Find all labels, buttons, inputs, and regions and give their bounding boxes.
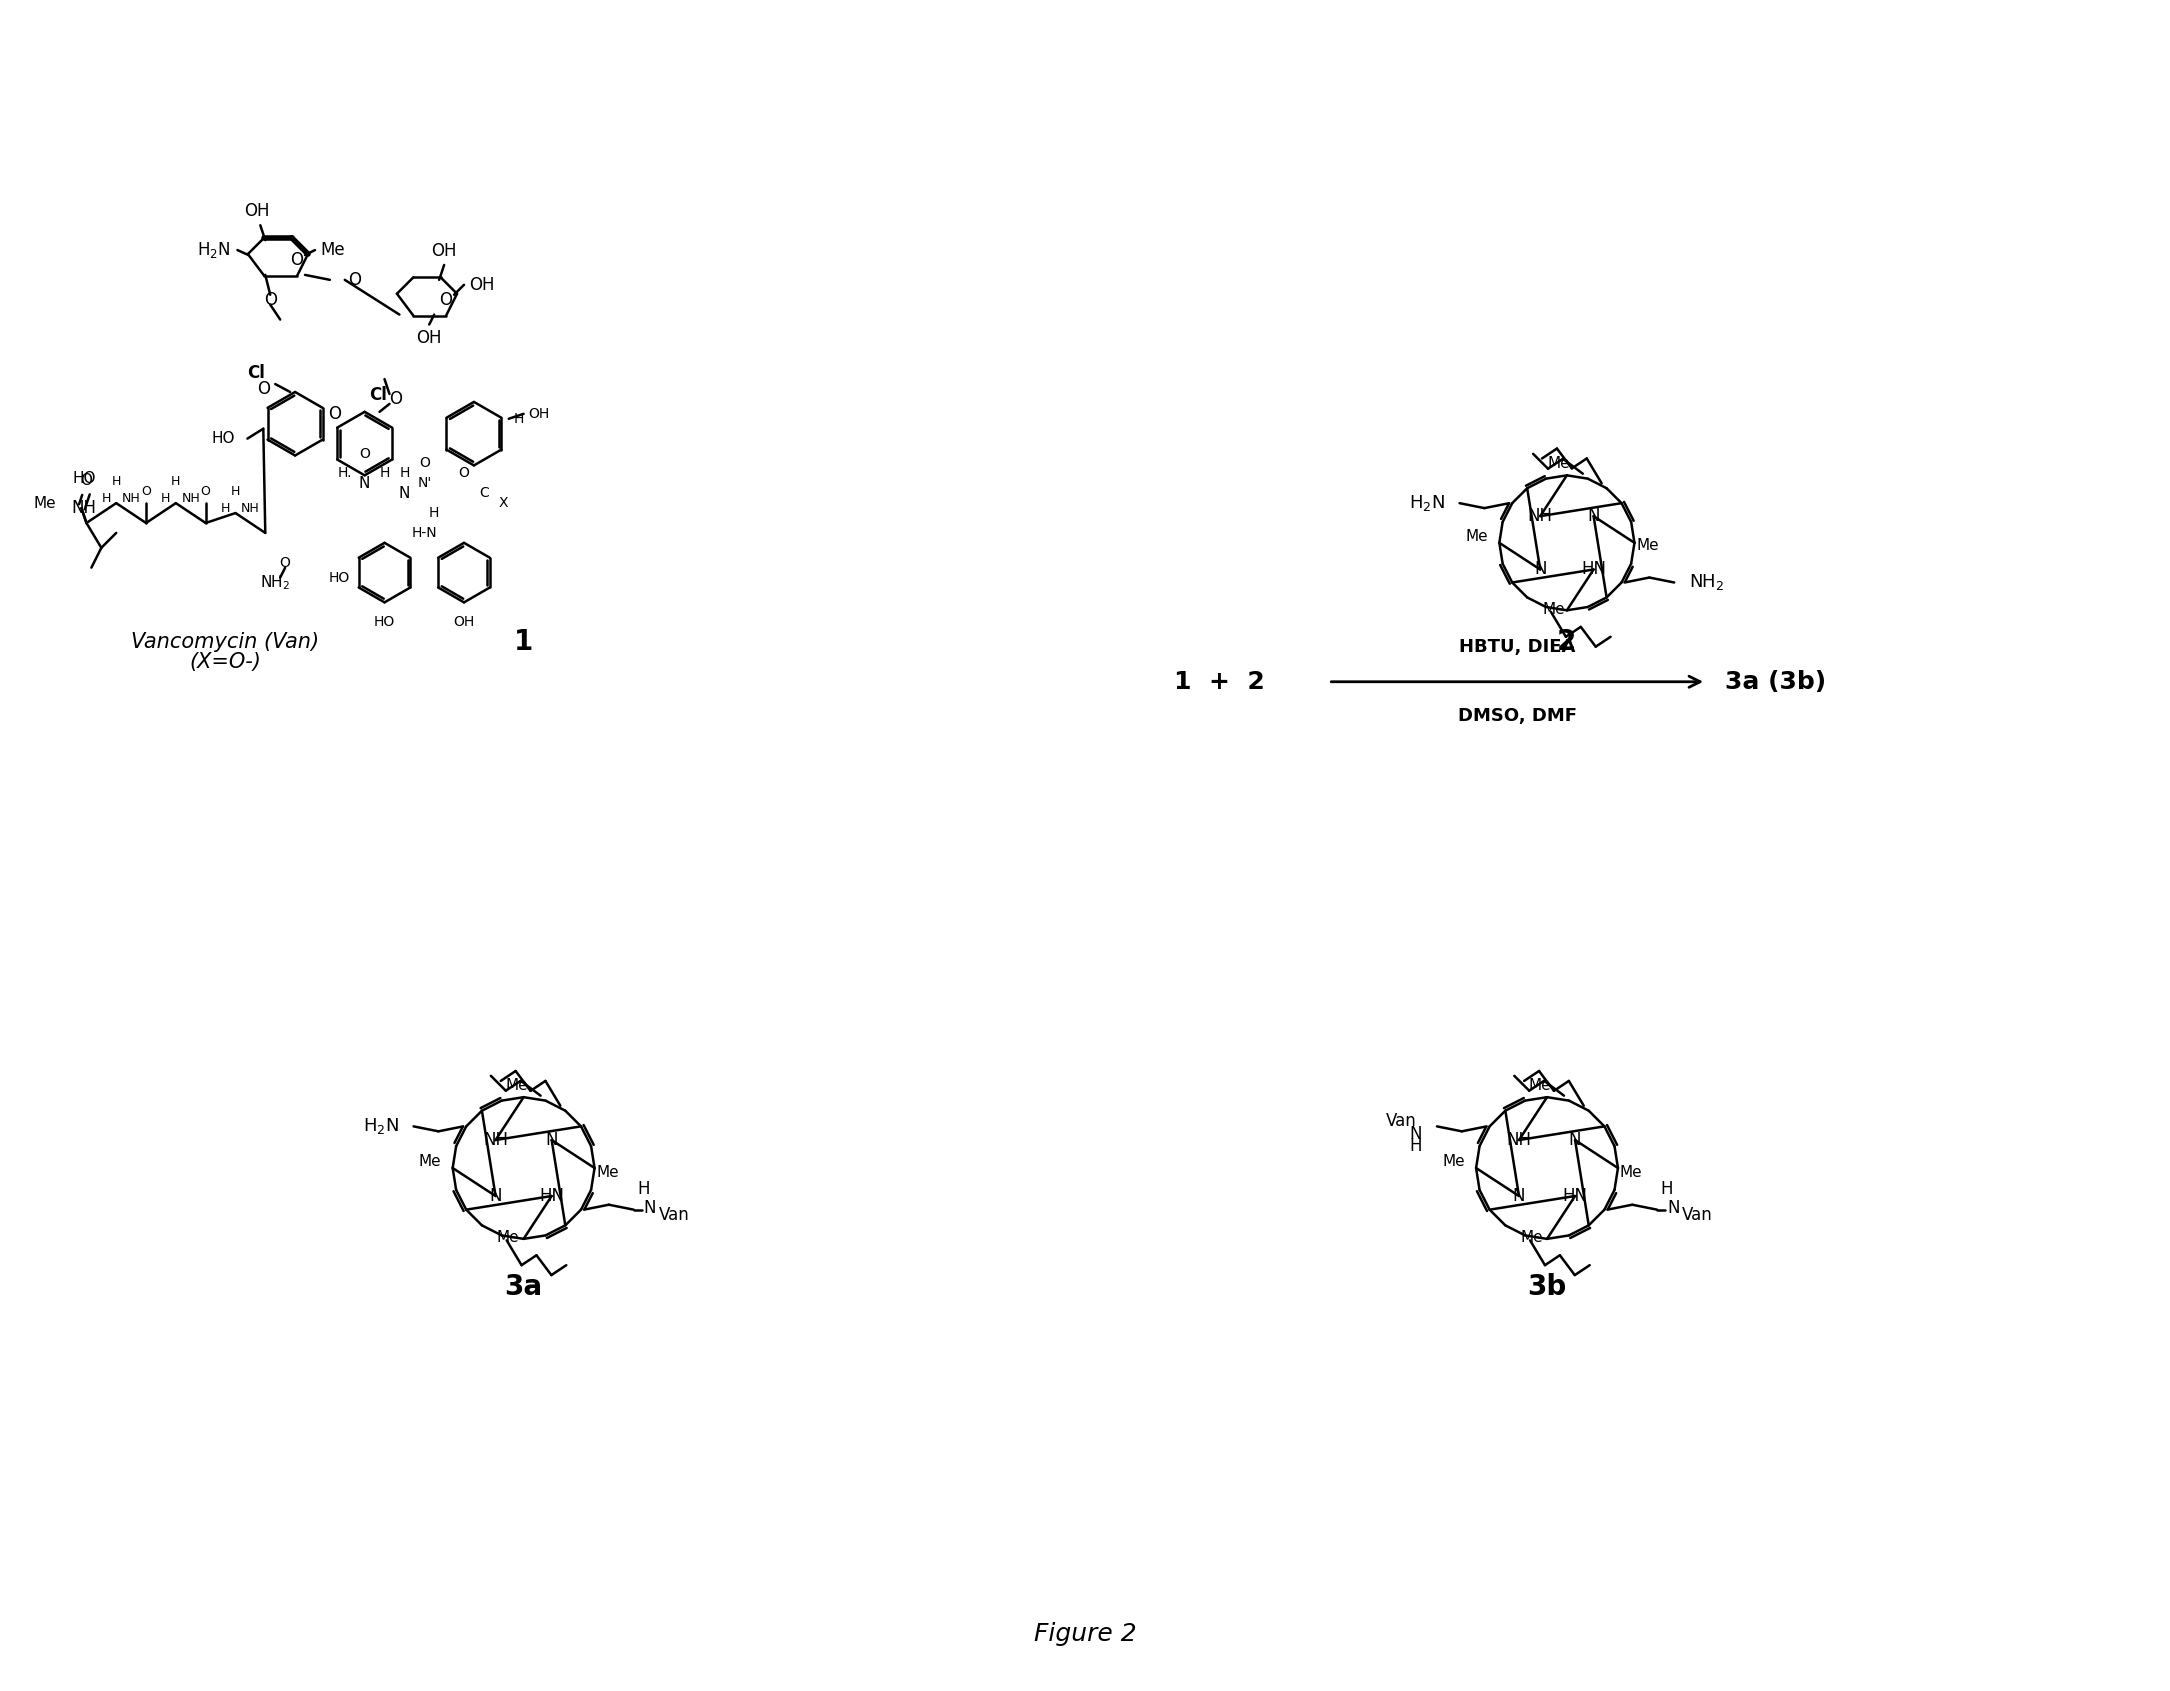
Text: O: O: [202, 485, 210, 499]
Text: H: H: [430, 506, 438, 521]
Text: X: X: [499, 495, 508, 511]
Text: HO: HO: [328, 570, 349, 585]
Text: Cl: Cl: [247, 364, 265, 382]
Text: NH: NH: [72, 499, 95, 517]
Text: NH: NH: [1506, 1131, 1532, 1148]
Text: Me: Me: [1619, 1165, 1643, 1180]
Text: HN: HN: [538, 1187, 564, 1206]
Text: N: N: [545, 1131, 558, 1148]
Text: NH: NH: [484, 1131, 508, 1148]
Text: N': N': [417, 477, 432, 490]
Text: 3a: 3a: [506, 1273, 542, 1300]
Text: N: N: [488, 1187, 501, 1206]
Text: HO: HO: [213, 431, 237, 446]
Text: O: O: [441, 291, 454, 309]
Text: H$_2$N: H$_2$N: [197, 240, 230, 260]
Text: N: N: [1569, 1131, 1582, 1148]
Text: O: O: [360, 446, 371, 460]
Text: N: N: [1534, 560, 1547, 578]
Text: Me: Me: [35, 495, 56, 511]
Text: O: O: [280, 556, 291, 570]
Text: NH$_2$: NH$_2$: [1688, 573, 1725, 592]
Text: N: N: [1512, 1187, 1526, 1206]
Text: OH: OH: [469, 276, 495, 294]
Text: NH: NH: [122, 492, 141, 506]
Text: OH: OH: [417, 330, 443, 347]
Text: 3b: 3b: [1528, 1273, 1567, 1300]
Text: Me: Me: [1465, 529, 1489, 545]
Text: 2: 2: [1558, 627, 1578, 656]
Text: Me: Me: [1521, 1229, 1543, 1245]
Text: Van: Van: [1387, 1113, 1417, 1130]
Text: NH: NH: [241, 502, 260, 516]
Text: OH: OH: [454, 616, 475, 629]
Text: H$_2$N: H$_2$N: [362, 1116, 399, 1136]
Text: N: N: [1586, 507, 1599, 526]
Text: H: H: [171, 475, 180, 489]
Text: NH$_2$: NH$_2$: [260, 573, 291, 592]
Text: Me: Me: [506, 1079, 527, 1094]
Text: Figure 2: Figure 2: [1033, 1622, 1137, 1647]
Text: H: H: [161, 492, 171, 504]
Text: H: H: [399, 467, 410, 480]
Text: H: H: [638, 1180, 649, 1197]
Text: OH: OH: [245, 203, 269, 220]
Text: O: O: [388, 391, 401, 408]
Text: Me: Me: [1547, 457, 1569, 472]
Text: HN: HN: [1562, 1187, 1588, 1206]
Text: Van: Van: [658, 1206, 690, 1224]
Text: H-N: H-N: [412, 526, 436, 539]
Text: C: C: [480, 487, 488, 501]
Text: N: N: [1667, 1199, 1680, 1218]
Text: Me: Me: [597, 1165, 618, 1180]
Text: DMSO, DMF: DMSO, DMF: [1458, 707, 1578, 725]
Text: H: H: [514, 413, 523, 426]
Text: HO: HO: [373, 616, 395, 629]
Text: HO: HO: [74, 470, 95, 485]
Text: N: N: [358, 475, 371, 490]
Text: Me: Me: [497, 1229, 519, 1245]
Text: Me: Me: [1443, 1153, 1465, 1168]
Text: H$_2$N: H$_2$N: [1408, 494, 1445, 512]
Text: Me: Me: [419, 1153, 441, 1168]
Text: NH: NH: [1528, 507, 1554, 526]
Text: Cl: Cl: [369, 386, 388, 404]
Text: 1  +  2: 1 + 2: [1174, 670, 1265, 693]
Text: HN: HN: [1582, 560, 1606, 578]
Text: HBTU, DIEA: HBTU, DIEA: [1458, 638, 1575, 656]
Text: O: O: [458, 467, 469, 480]
Text: O: O: [258, 380, 271, 397]
Text: O: O: [347, 271, 360, 289]
Text: Me: Me: [319, 242, 345, 259]
Text: O: O: [265, 291, 278, 309]
Text: OH: OH: [529, 408, 549, 421]
Text: Me: Me: [1543, 602, 1565, 617]
Text: 1: 1: [514, 627, 534, 656]
Text: Vancomycin (Van): Vancomycin (Van): [132, 632, 319, 653]
Text: H: H: [1410, 1138, 1421, 1155]
Text: NH: NH: [182, 492, 200, 506]
Text: Me: Me: [1636, 538, 1658, 553]
Text: 3a (3b): 3a (3b): [1725, 670, 1827, 693]
Text: O: O: [141, 485, 152, 499]
Text: OH: OH: [432, 242, 458, 260]
Text: O: O: [80, 473, 93, 489]
Text: H: H: [380, 467, 391, 480]
Text: N: N: [1410, 1125, 1421, 1143]
Text: (X=O-): (X=O-): [189, 653, 260, 671]
Text: O: O: [291, 250, 304, 269]
Text: H: H: [102, 492, 111, 504]
Text: Van: Van: [1682, 1206, 1712, 1224]
Text: H: H: [221, 502, 230, 514]
Text: O: O: [419, 457, 430, 470]
Text: O: O: [328, 404, 341, 423]
Text: Me: Me: [1528, 1079, 1552, 1094]
Text: H: H: [111, 475, 122, 489]
Text: N: N: [399, 485, 410, 501]
Text: N: N: [644, 1199, 655, 1218]
Text: H: H: [1660, 1180, 1673, 1197]
Text: H.: H.: [339, 467, 352, 480]
Text: H: H: [230, 485, 241, 499]
